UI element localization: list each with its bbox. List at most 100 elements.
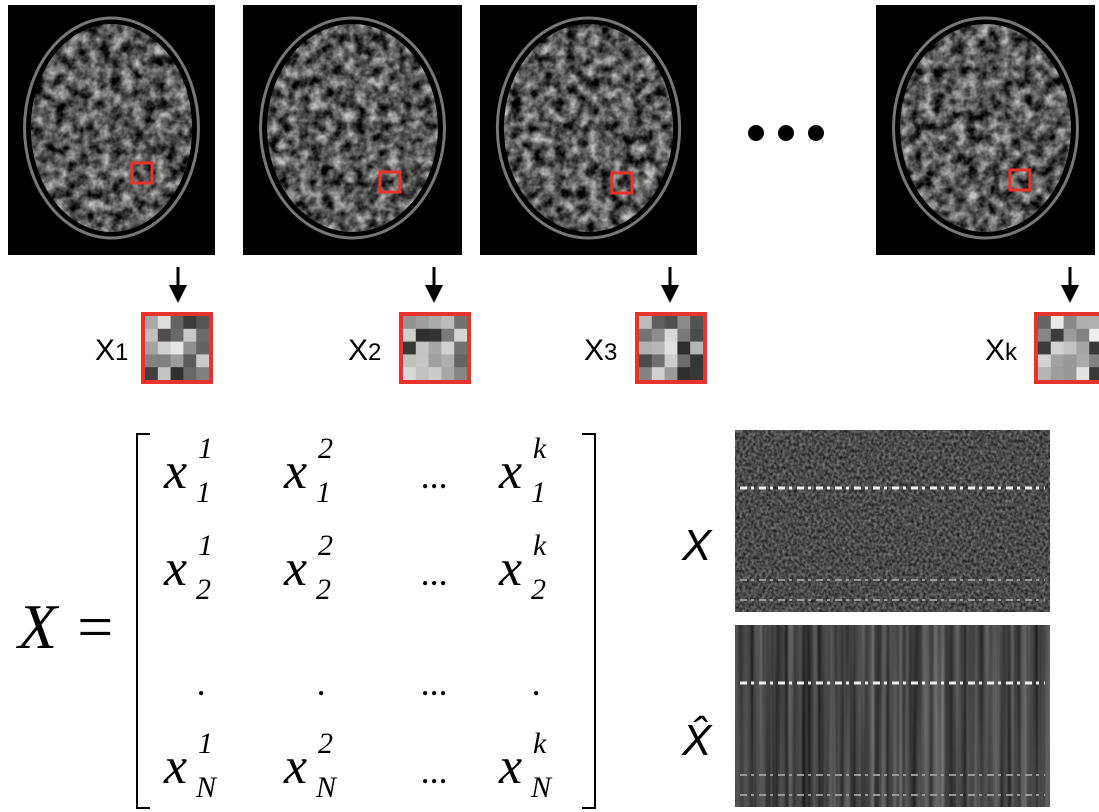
matrix-cells: x 11 x 21... x k1x 12 x 22... x k2..... .x 1N x 2N... x… <box>163 432 553 804</box>
patch-pixel <box>651 341 666 355</box>
matrix-ellipsis: . <box>533 663 542 703</box>
heatmap-texture <box>735 430 1050 612</box>
patch-label-subscript: k <box>1005 339 1018 366</box>
brain-image <box>480 5 697 303</box>
heatmap-label: X <box>681 521 713 570</box>
matrix-lhs: X = <box>15 591 116 662</box>
patch-pixel <box>183 354 197 368</box>
patch-pixel <box>441 341 455 355</box>
brain-tissue <box>267 24 438 232</box>
patch-pixel <box>1050 354 1065 368</box>
dot <box>748 125 764 141</box>
matrix-entry-sup: k <box>533 529 547 562</box>
roi-box <box>130 161 154 185</box>
roi-box <box>1008 168 1032 192</box>
roi-box <box>378 170 402 194</box>
matrix-entry: x <box>283 443 307 500</box>
matrix-entry-sup: 2 <box>318 529 333 562</box>
patch-pixel <box>677 367 691 381</box>
patch-pixel <box>690 328 704 343</box>
patch-pixel <box>454 354 468 368</box>
matrix-ellipsis: . <box>318 663 327 703</box>
patch-pixel <box>415 367 430 381</box>
patch-pixel <box>639 328 653 343</box>
patch-pixel <box>441 354 455 368</box>
patch-pixel <box>639 354 653 368</box>
matrix-entry-sub: 1 <box>196 476 211 509</box>
patch-pixel <box>157 316 172 330</box>
matrix-entry-sub: N <box>315 771 338 804</box>
matrix-ellipsis: ... <box>422 751 449 791</box>
matrix: X = x 11 x 21... x k1x 12 x 22... x k2..... .x 1N x 2N… <box>15 432 596 809</box>
patch-pixel <box>639 316 653 330</box>
patch-pixel <box>157 328 172 343</box>
patch-pixel <box>664 341 678 355</box>
matrix-entry: x <box>163 443 187 500</box>
patch-pixel <box>1089 354 1099 368</box>
patch-pixel <box>1076 354 1090 368</box>
matrix-entry-sub: 1 <box>531 476 546 509</box>
brain-tissue <box>503 24 674 232</box>
patch-pixel <box>170 316 184 330</box>
patch-pixel <box>403 354 417 368</box>
patch-pixel <box>1050 341 1065 355</box>
heatmaps: X X̂ <box>681 430 1050 807</box>
matrix-entry-sub: N <box>195 771 218 804</box>
patch-pixel <box>170 367 184 381</box>
patch-pixel <box>145 341 159 355</box>
patch-pixel <box>403 316 417 330</box>
patch-pixel <box>1050 367 1065 381</box>
patch-pixel <box>196 316 210 330</box>
patch-image <box>1034 312 1099 384</box>
patch-pixel <box>415 341 430 355</box>
brain-image <box>243 5 462 303</box>
matrix-entry-sup: 1 <box>198 529 213 562</box>
patch-label-base: X <box>95 334 115 367</box>
brain-outline <box>495 16 682 240</box>
patch-image <box>635 312 707 384</box>
patch-pixel <box>664 367 678 381</box>
patch-pixel <box>157 354 172 368</box>
matrix-entry: x <box>283 738 307 795</box>
patch-pixel <box>651 316 666 330</box>
patch-image <box>141 312 213 384</box>
matrix-entry-sup: 1 <box>198 432 213 465</box>
matrix-entry-sub: 2 <box>316 573 331 606</box>
patch-pixel <box>690 316 704 330</box>
brain-outline <box>259 16 446 240</box>
patch-pixel <box>677 341 691 355</box>
patch-pixel <box>1089 341 1099 355</box>
matrix-entry-sub: 1 <box>316 476 331 509</box>
patch-pixel <box>428 328 442 343</box>
patch-pixel <box>415 316 430 330</box>
patch-pixel <box>1038 328 1052 343</box>
patch-pixel <box>196 328 210 343</box>
heatmap-label: X̂ <box>681 715 713 765</box>
patch-pixel <box>690 341 704 355</box>
patch-pixel <box>145 354 159 368</box>
patch-pixel <box>415 354 430 368</box>
patch-pixel <box>157 367 172 381</box>
patch-image <box>399 312 471 384</box>
patch-pixel <box>1050 316 1065 330</box>
patch-pixel <box>428 354 442 368</box>
patch-pixel <box>1076 341 1090 355</box>
dot <box>778 125 794 141</box>
brain-images <box>8 5 1095 303</box>
patch-pixel <box>677 316 691 330</box>
patch-pixel <box>196 354 210 368</box>
patch-label-base: X <box>985 334 1005 367</box>
patch-pixel <box>183 316 197 330</box>
roi-box <box>610 171 634 195</box>
patch-border <box>399 312 471 384</box>
patch-pixel <box>1076 316 1090 330</box>
patch-pixel <box>196 341 210 355</box>
patch-pixel <box>1063 367 1077 381</box>
patch-label: X3 <box>584 334 617 367</box>
patch-pixel <box>1038 341 1052 355</box>
patch-pixel <box>454 328 468 343</box>
patch-pixel <box>428 341 442 355</box>
patch-pixel <box>1076 328 1090 343</box>
patch-pixel <box>170 341 184 355</box>
